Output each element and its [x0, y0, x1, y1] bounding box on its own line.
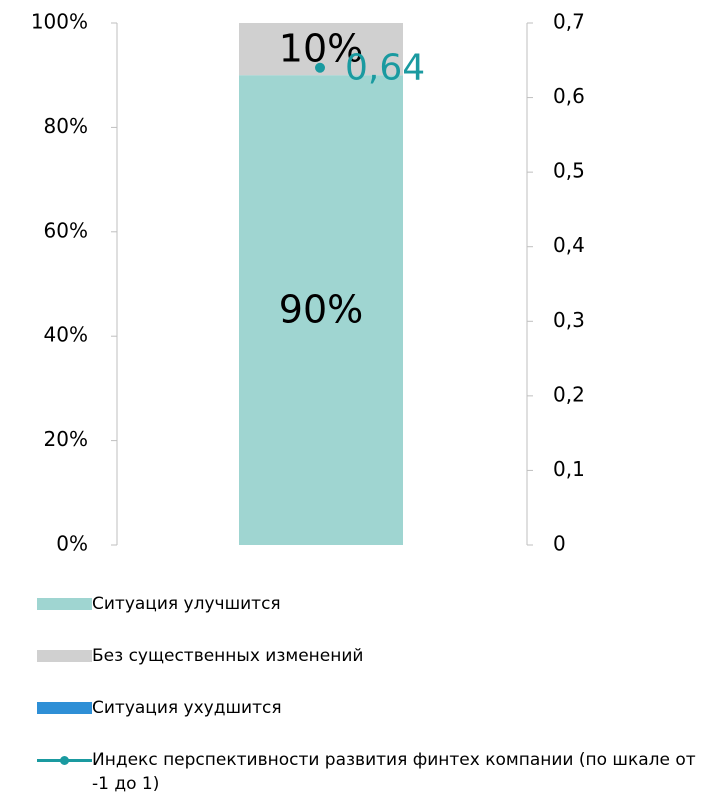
legend-item: Индекс перспективности развития финтех к…: [37, 748, 712, 796]
y-tick-label: 100%: [31, 10, 88, 34]
y2-tick-label: 0,4: [553, 233, 585, 257]
y2-tick-label: 0,6: [553, 84, 585, 108]
y-tick-label: 60%: [44, 218, 88, 242]
legend-swatch: [37, 696, 92, 720]
legend-label: Ситуация улучшится: [92, 594, 281, 614]
legend-label: Ситуация ухудшится: [92, 698, 282, 718]
y-tick-label: 0%: [56, 532, 88, 556]
legend-item: Ситуация улучшится: [37, 592, 712, 616]
chart: 0% 20% 40% 60% 80% 100% 0 0,1 0,2 0,3 0,4 0,5 0,6 0,7…: [31, 10, 585, 556]
y2-tick-label: 0: [553, 532, 566, 556]
legend-item: Без существенных изменений: [37, 644, 712, 668]
line-point: [315, 62, 325, 73]
legend-label: Индекс перспективности развития финтех к…: [92, 750, 696, 794]
legend-swatch: [37, 592, 92, 616]
y2-tick-label: 0,3: [553, 308, 585, 332]
legend-swatch: [37, 644, 92, 668]
legend-label: Без существенных изменений: [92, 646, 364, 666]
legend-item: Ситуация ухудшится: [37, 696, 712, 720]
bar-segment: [239, 75, 403, 545]
y-tick-label: 40%: [44, 323, 88, 347]
y2-tick-label: 0,5: [553, 159, 585, 183]
y2-tick-label: 0,7: [553, 10, 585, 34]
data-label: 90%: [279, 288, 363, 332]
y2-tick-label: 0,2: [553, 382, 585, 406]
legend-swatch: [37, 748, 92, 772]
y-tick-label: 20%: [44, 427, 88, 451]
y-tick-label: 80%: [44, 114, 88, 138]
data-label: 0,64: [345, 48, 425, 89]
y2-tick-label: 0,1: [553, 457, 585, 481]
